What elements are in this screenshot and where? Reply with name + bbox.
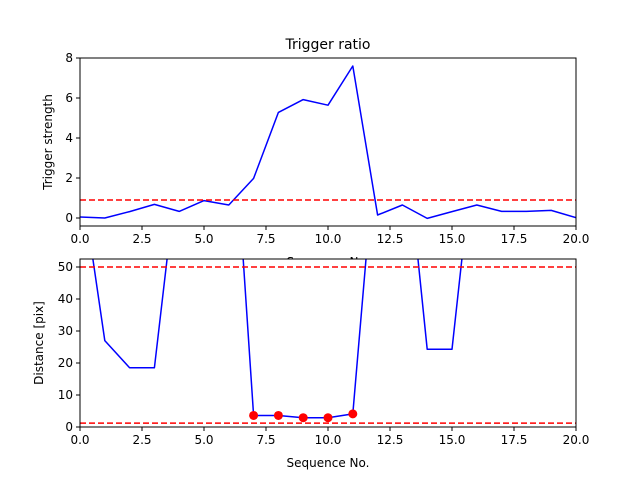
x-ticks: 0.0 2.5 5.0 7.5 10.0 12.5 15.0 17.5 20.0 [70, 226, 589, 246]
x-tick-label: 17.5 [501, 232, 528, 246]
plot-area [80, 65, 576, 220]
x-tick-label: 20.0 [563, 433, 590, 447]
chart-title: Trigger ratio [284, 37, 370, 53]
y-tick-label: 50 [58, 260, 73, 274]
y-ticks: 0 10 20 30 40 50 [58, 260, 80, 434]
x-tick-label: 17.5 [501, 433, 528, 447]
x-tick-label: 10.0 [315, 232, 342, 246]
x-tick-label: 2.5 [132, 433, 151, 447]
data-point-marker [249, 410, 259, 420]
y-tick-label: 0 [65, 211, 73, 225]
y-ticks: 0 2 4 6 8 [65, 51, 80, 225]
x-tick-label: 0.0 [70, 433, 89, 447]
x-tick-label: 7.5 [256, 232, 275, 246]
x-ticks: 0.0 2.5 5.0 7.5 10.0 12.5 15.0 17.5 20.0 [70, 427, 589, 447]
y-tick-label: 6 [65, 91, 73, 105]
x-tick-label: 7.5 [256, 433, 275, 447]
x-tick-label: 0.0 [70, 232, 89, 246]
x-axis-label: Sequence No. [287, 456, 370, 470]
y-axis-label: Trigger strength [41, 94, 55, 191]
series-line [80, 65, 576, 220]
x-tick-label: 5.0 [194, 433, 213, 447]
distance-chart: 0.0 2.5 5.0 7.5 10.0 12.5 15.0 17.5 20.0 0 10 20 30… [32, 258, 589, 470]
data-point-marker [273, 410, 283, 420]
axes-frame [79, 57, 577, 227]
x-tick-label: 20.0 [563, 232, 590, 246]
x-tick-label: 15.0 [439, 232, 466, 246]
y-tick-label: 2 [65, 171, 73, 185]
x-tick-label: 10.0 [315, 433, 342, 447]
y-tick-label: 40 [58, 292, 73, 306]
x-tick-label: 12.5 [377, 232, 404, 246]
data-point-marker [348, 409, 358, 419]
trigger-ratio-chart: Trigger ratio 0.0 2.5 5.0 7.5 10.0 12.5 15.0 17… [41, 37, 589, 269]
x-tick-label: 12.5 [377, 433, 404, 447]
y-tick-label: 20 [58, 356, 73, 370]
data-point-marker [323, 413, 333, 423]
y-tick-label: 30 [58, 324, 73, 338]
x-tick-label: 2.5 [132, 232, 151, 246]
data-point-marker [298, 413, 308, 423]
x-tick-label: 5.0 [194, 232, 213, 246]
y-tick-label: 10 [58, 388, 73, 402]
y-tick-label: 4 [65, 131, 73, 145]
axes-background [80, 259, 576, 427]
plot-area [80, 259, 576, 424]
x-tick-label: 15.0 [439, 433, 466, 447]
y-tick-label: 8 [65, 51, 73, 65]
y-axis-label: Distance [pix] [32, 301, 46, 385]
y-tick-label: 0 [65, 420, 73, 434]
